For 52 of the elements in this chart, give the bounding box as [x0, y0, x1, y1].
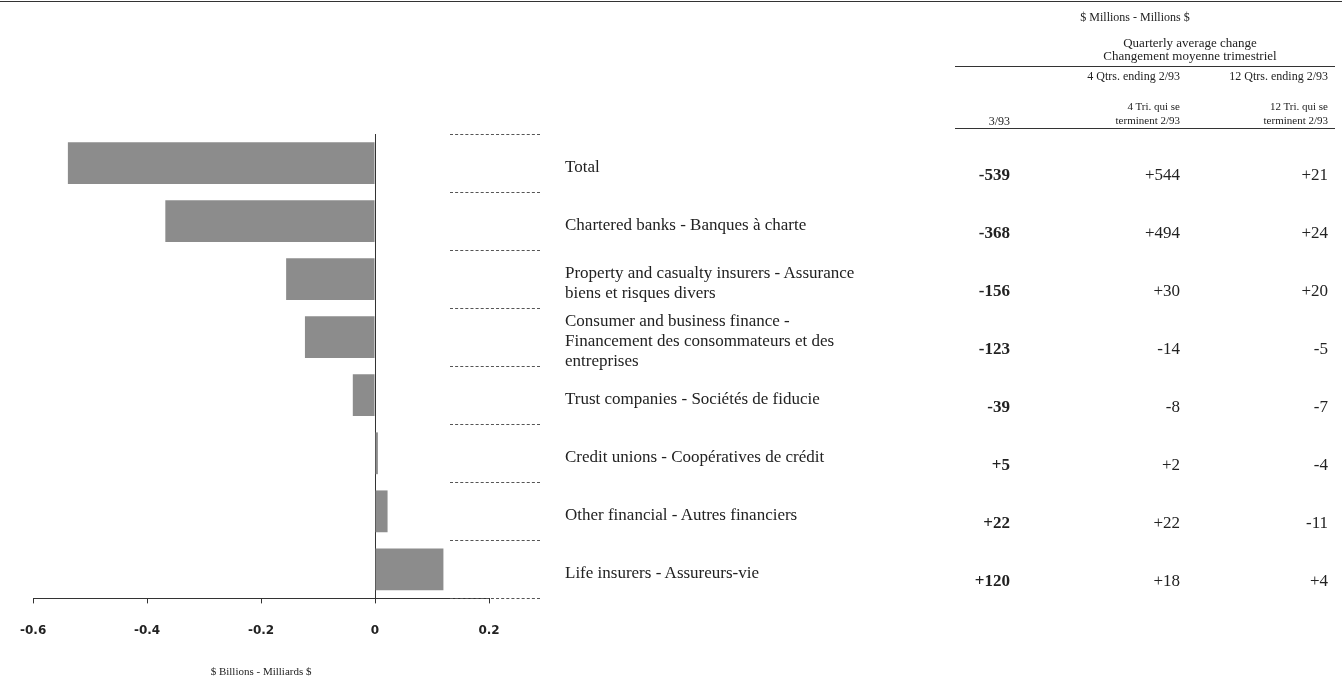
category-label: Trust companies - Sociétés de fiducie — [565, 389, 820, 409]
category-label: Life insurers - Assureurs-vie — [565, 563, 760, 583]
bar — [352, 374, 375, 417]
text: $ Millions - Millions $ — [1080, 10, 1190, 25]
category-label: Other financial - Autres financiers — [565, 505, 798, 525]
text: +5 — [990, 455, 1010, 476]
text: -5 — [1312, 339, 1328, 360]
x-tick-label: -0.4 — [133, 622, 161, 637]
text: 12 Tri. qui se terminent 2/93 — [1262, 99, 1328, 127]
text: -539 — [977, 165, 1010, 186]
text: 4 Qtrs. ending 2/93 — [1086, 69, 1180, 84]
text: -7 — [1312, 397, 1328, 418]
bar — [286, 258, 375, 301]
bar — [375, 490, 388, 533]
text: -368 — [977, 223, 1010, 244]
text: -156 — [977, 281, 1010, 302]
text: +22 — [1152, 513, 1180, 534]
category-label: Credit unions - Coopératives de crédit — [565, 447, 825, 467]
text: +120 — [973, 571, 1010, 592]
category-label: Total — [565, 157, 600, 177]
text: 12 Qtrs. ending 2/93 — [1229, 69, 1328, 83]
bar — [165, 200, 375, 242]
x-axis-title: $ Billions - Milliards $ — [210, 665, 312, 678]
category-label: Consumer and business finance - Financement des consommateurs et des entreprises — [565, 311, 835, 371]
text: +544 — [1143, 165, 1180, 186]
text: 3/93 — [987, 114, 1010, 129]
text: -39 — [986, 397, 1010, 418]
bar — [67, 142, 375, 184]
x-tick-label: -0.6 — [19, 622, 47, 637]
text: 4 Tri. qui se terminent 2/93 — [1114, 99, 1180, 127]
text: +20 — [1300, 281, 1328, 302]
bar — [304, 316, 375, 359]
text: Quarterly average change — [1122, 35, 1258, 50]
text: +30 — [1152, 281, 1180, 302]
text: +18 — [1152, 571, 1180, 592]
text: -8 — [1164, 397, 1180, 418]
x-tick-label: -0.2 — [247, 622, 275, 637]
x-tick-label: 0 — [370, 622, 380, 637]
x-tick-label: 0.2 — [478, 622, 500, 637]
text: +24 — [1300, 223, 1328, 244]
text: +21 — [1300, 165, 1328, 186]
text: -11 — [1304, 513, 1328, 534]
text: +494 — [1143, 223, 1180, 244]
text: -14 — [1156, 339, 1180, 360]
text: +4 — [1308, 571, 1328, 592]
text: -123 — [977, 339, 1010, 360]
category-label: Property and casualty insurers - Assurance biens et risques divers — [565, 263, 855, 303]
text: -4 — [1312, 455, 1328, 476]
bar — [375, 548, 444, 591]
text: +2 — [1160, 455, 1180, 476]
text: +22 — [982, 513, 1010, 534]
category-label: Chartered banks - Banques à charte — [565, 215, 807, 235]
